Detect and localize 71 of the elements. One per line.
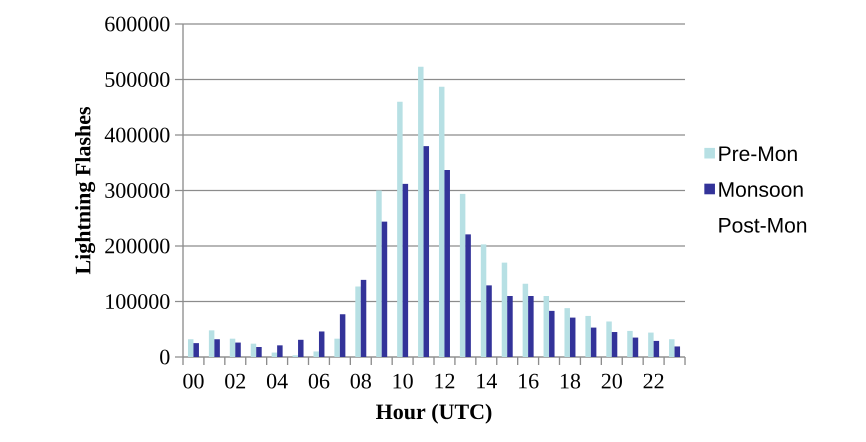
bar: [669, 339, 675, 357]
x-tick-label: 12: [435, 374, 454, 388]
bar: [193, 343, 199, 357]
bar: [424, 146, 430, 357]
y-tick-label: 500000: [106, 72, 170, 87]
bar: [272, 352, 278, 357]
bar: [188, 339, 194, 357]
bar: [438, 86, 444, 357]
bar: [256, 347, 262, 357]
bar: [214, 339, 220, 357]
legend-label: Pre-Mon: [719, 146, 797, 162]
bar: [465, 234, 471, 357]
bar: [397, 102, 403, 357]
x-tick-label: 00: [183, 374, 204, 389]
y-tick-label: 400000: [104, 128, 170, 142]
legend-label: Monsoon: [719, 182, 803, 197]
y-tick-label: 300000: [105, 183, 170, 198]
bar: [564, 308, 570, 357]
bar: [612, 332, 618, 357]
bar: [674, 346, 680, 357]
x-tick-label: 18: [560, 374, 580, 389]
bar: [486, 285, 492, 357]
bar: [298, 340, 304, 357]
bar: [480, 244, 486, 357]
bar: [230, 338, 236, 357]
bar: [208, 330, 214, 357]
x-tick-label: 20: [602, 374, 622, 389]
x-tick-label: 08: [350, 374, 371, 389]
bar: [627, 330, 633, 357]
y-axis-title: Lightning Flashes: [75, 107, 96, 274]
bar: [277, 345, 283, 357]
x-tick-label: 16: [519, 374, 538, 388]
bar: [444, 170, 450, 357]
x-tick-label: 06: [308, 374, 330, 389]
y-tick-label: 200000: [105, 238, 170, 254]
bar: [382, 222, 388, 357]
x-tick-label: 10: [394, 374, 413, 389]
x-axis-title: Hour (UTC): [376, 404, 492, 424]
x-tick-label: 22: [644, 374, 664, 388]
y-tick-label: 0: [160, 350, 170, 364]
x-tick-label: 14: [477, 374, 497, 388]
bar: [334, 338, 340, 357]
bar: [522, 284, 528, 357]
bar: [544, 296, 550, 357]
y-tick-label: 100000: [106, 294, 170, 309]
bar: [585, 316, 591, 357]
bar: [318, 331, 324, 357]
bar: [570, 318, 576, 357]
x-tick-label: 04: [266, 374, 288, 389]
bar: [549, 310, 555, 357]
bar: [507, 296, 513, 357]
bar: [402, 184, 408, 357]
bar: [606, 321, 612, 357]
bar: [590, 328, 596, 357]
bar: [648, 332, 654, 357]
bar: [654, 340, 660, 357]
y-tick-label: 600000: [105, 16, 170, 32]
bar: [340, 314, 346, 357]
text: Post-Mon: [719, 218, 806, 233]
bar: [418, 66, 424, 357]
bar: [250, 344, 256, 357]
bar: [235, 342, 241, 357]
bar: [632, 338, 638, 357]
bar: [528, 296, 534, 357]
bar: [313, 351, 319, 357]
bar: [355, 286, 361, 357]
bar: [460, 194, 466, 357]
bar: [360, 280, 366, 357]
bar: [376, 190, 382, 357]
x-tick-label: 02: [225, 374, 246, 389]
bar: [502, 262, 508, 357]
